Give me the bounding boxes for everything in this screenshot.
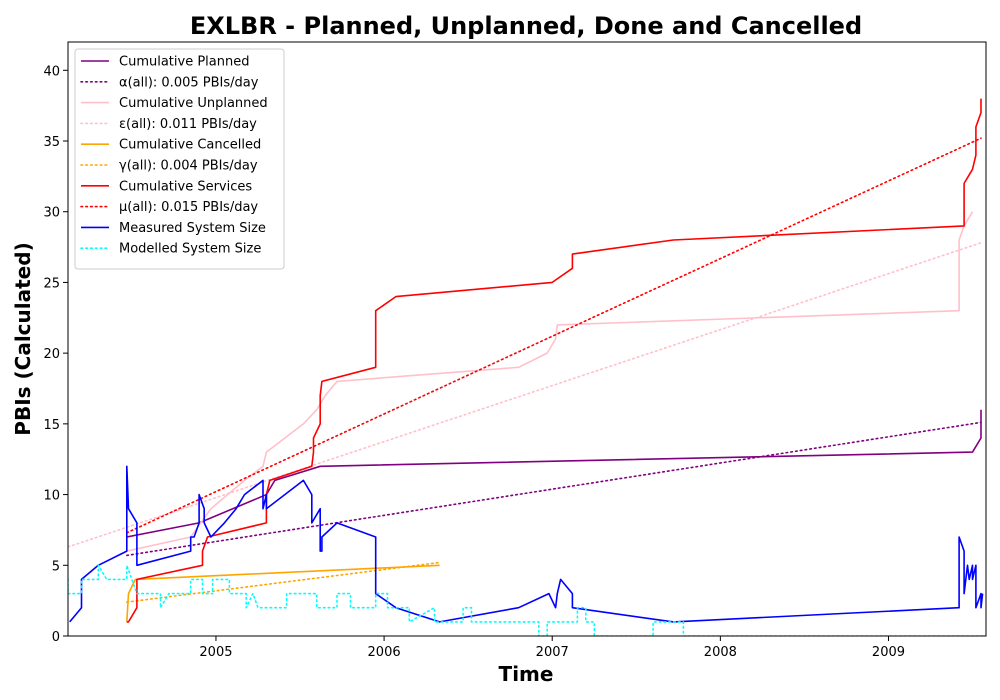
series-line-measured-system-size xyxy=(69,465,984,623)
x-tick-label: 2008 xyxy=(704,645,737,660)
legend-label: μ(all): 0.015 PBIs/day xyxy=(119,200,258,215)
legend-label: Cumulative Planned xyxy=(119,55,249,70)
plot-frame xyxy=(67,41,987,637)
y-tick-label: 25 xyxy=(43,276,60,291)
series-line-cumulative-cancelled xyxy=(126,564,440,622)
y-tick-label: 40 xyxy=(43,64,60,79)
series-layer xyxy=(68,98,986,636)
series-line-all-0-004-pbis-day xyxy=(126,561,441,603)
x-axis-label: Time xyxy=(499,662,554,686)
x-tick-label: 2007 xyxy=(536,645,569,660)
y-tick-label: 10 xyxy=(43,489,60,504)
series-line-cumulative-planned xyxy=(126,409,982,538)
y-tick-label: 30 xyxy=(43,206,60,221)
x-axis: 2005 2006 2007 2008 2009 xyxy=(199,636,905,660)
y-axis: 0 5 10 15 20 25 30 35 40 xyxy=(43,64,68,645)
series-line-all-0-015-pbis-day xyxy=(126,137,982,534)
y-tick-label: 20 xyxy=(43,347,60,362)
legend-label: γ(all): 0.004 PBIs/day xyxy=(119,159,258,174)
y-tick-label: 0 xyxy=(52,630,60,645)
series-line-all-0-005-pbis-day xyxy=(126,421,982,557)
legend-label: Modelled System Size xyxy=(119,242,261,257)
series-line-cumulative-services xyxy=(126,98,982,623)
legend-label: α(all): 0.005 PBIs/day xyxy=(119,75,259,90)
legend: Cumulative Planned α(all): 0.005 PBIs/day… xyxy=(74,48,285,270)
x-tick-label: 2006 xyxy=(368,645,401,660)
series-line-cumulative-unplanned xyxy=(126,211,974,552)
y-tick-label: 5 xyxy=(52,559,60,574)
legend-label: Cumulative Unplanned xyxy=(119,96,268,111)
y-axis-label: PBIs (Calculated) xyxy=(11,242,35,435)
legend-label: Measured System Size xyxy=(119,221,266,236)
y-tick-label: 35 xyxy=(43,135,60,150)
series-line-modelled-system-size xyxy=(68,564,986,636)
x-tick-label: 2005 xyxy=(199,645,232,660)
chart-title: EXLBR - Planned, Unplanned, Done and Can… xyxy=(190,12,862,40)
x-tick-label: 2009 xyxy=(872,645,905,660)
series-line-all-0-011-pbis-day xyxy=(68,242,982,548)
y-tick-label: 15 xyxy=(43,418,60,433)
legend-box xyxy=(74,48,285,270)
legend-label: ε(all): 0.011 PBIs/day xyxy=(119,117,257,132)
legend-label: Cumulative Services xyxy=(119,179,252,194)
legend-label: Cumulative Cancelled xyxy=(119,138,261,153)
